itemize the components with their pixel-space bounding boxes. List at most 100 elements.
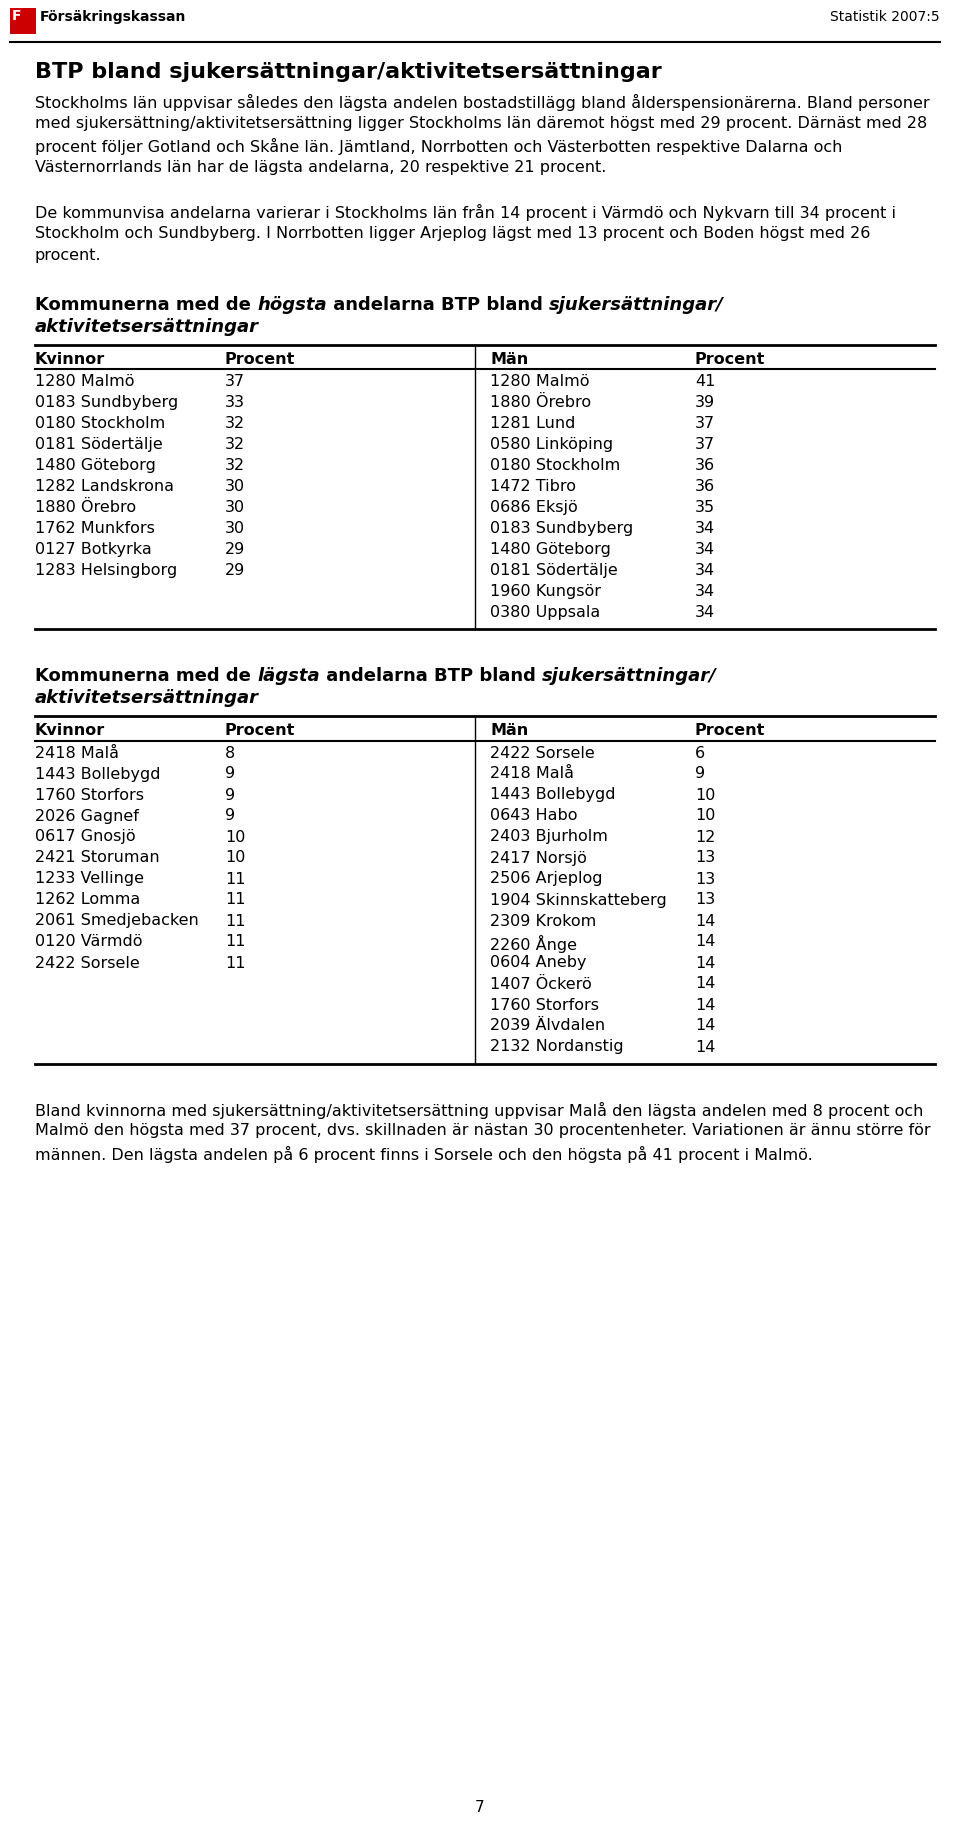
Text: 2039 Älvdalen: 2039 Älvdalen [490, 1019, 605, 1033]
Text: 0180 Stockholm: 0180 Stockholm [490, 459, 620, 474]
Text: 2260 Ånge: 2260 Ånge [490, 935, 577, 953]
Text: 1880 Örebro: 1880 Örebro [490, 395, 591, 410]
Text: Kvinnor: Kvinnor [35, 351, 106, 368]
Text: 32: 32 [225, 417, 245, 432]
Text: De kommunvisa andelarna varierar i Stockholms län från 14 procent i Värmdö och N: De kommunvisa andelarna varierar i Stock… [35, 205, 896, 221]
Text: Procent: Procent [695, 351, 765, 368]
Text: 37: 37 [695, 437, 715, 452]
Text: procent.: procent. [35, 249, 102, 263]
Text: 0127 Botkyrka: 0127 Botkyrka [35, 541, 152, 558]
Text: 11: 11 [225, 893, 246, 907]
Text: 36: 36 [695, 479, 715, 494]
Text: 0686 Eksjö: 0686 Eksjö [490, 501, 578, 516]
Text: 2026 Gagnef: 2026 Gagnef [35, 808, 139, 823]
Text: 14: 14 [695, 913, 715, 929]
Text: 0183 Sundbyberg: 0183 Sundbyberg [490, 521, 634, 536]
Text: 0580 Linköping: 0580 Linköping [490, 437, 613, 452]
Text: 1280 Malmö: 1280 Malmö [490, 375, 589, 390]
Text: 34: 34 [695, 605, 715, 620]
Text: Försäkringskassan: Försäkringskassan [40, 9, 186, 24]
Text: Procent: Procent [225, 722, 296, 739]
Text: 10: 10 [695, 788, 715, 803]
Text: 34: 34 [695, 563, 715, 578]
Text: Procent: Procent [695, 722, 765, 739]
Text: 32: 32 [225, 437, 245, 452]
Text: 36: 36 [695, 459, 715, 474]
Text: 0181 Södertälje: 0181 Södertälje [35, 437, 163, 452]
Text: F: F [12, 9, 21, 24]
Text: 1443 Bollebygd: 1443 Bollebygd [35, 766, 160, 781]
Text: 1283 Helsingborg: 1283 Helsingborg [35, 563, 178, 578]
Text: 0604 Aneby: 0604 Aneby [490, 955, 587, 971]
Text: 2418 Malå: 2418 Malå [35, 746, 119, 761]
Text: 1760 Storfors: 1760 Storfors [490, 997, 599, 1013]
Text: 0180 Stockholm: 0180 Stockholm [35, 417, 165, 432]
Text: 1262 Lomma: 1262 Lomma [35, 893, 140, 907]
Text: 0643 Habo: 0643 Habo [490, 808, 578, 823]
Text: 11: 11 [225, 871, 246, 887]
Text: Procent: Procent [225, 351, 296, 368]
Text: 1407 Öckerö: 1407 Öckerö [490, 977, 591, 991]
Text: sjukersättningar/: sjukersättningar/ [541, 668, 716, 686]
Text: Malmö den högsta med 37 procent, dvs. skillnaden är nästan 30 procentenheter. Va: Malmö den högsta med 37 procent, dvs. sk… [35, 1123, 930, 1138]
Text: 0120 Värmdö: 0120 Värmdö [35, 935, 142, 949]
Text: 14: 14 [695, 997, 715, 1013]
Text: Män: Män [490, 351, 528, 368]
Text: 0181 Södertälje: 0181 Södertälje [490, 563, 617, 578]
Text: BTP bland sjukersättningar/aktivitetsersättningar: BTP bland sjukersättningar/aktivitetsers… [35, 62, 661, 82]
Text: Kommunerna med de: Kommunerna med de [35, 668, 257, 686]
Text: 9: 9 [225, 808, 235, 823]
Text: med sjukersättning/aktivitetsersättning ligger Stockholms län däremot högst med : med sjukersättning/aktivitetsersättning … [35, 115, 927, 132]
Text: 1480 Göteborg: 1480 Göteborg [490, 541, 611, 558]
Text: 13: 13 [695, 871, 715, 887]
Text: Kvinnor: Kvinnor [35, 722, 106, 739]
Text: 1443 Bollebygd: 1443 Bollebygd [490, 788, 615, 803]
Text: 2417 Norsjö: 2417 Norsjö [490, 850, 587, 865]
Text: 14: 14 [695, 1039, 715, 1055]
Text: 32: 32 [225, 459, 245, 474]
Text: 1762 Munkfors: 1762 Munkfors [35, 521, 155, 536]
Bar [10, 7, 36, 35]
Text: 11: 11 [225, 955, 246, 971]
Text: 1282 Landskrona: 1282 Landskrona [35, 479, 174, 494]
Text: 12: 12 [695, 830, 715, 845]
Text: 11: 11 [225, 913, 246, 929]
Text: aktivitetsersättningar: aktivitetsersättningar [35, 690, 259, 708]
Text: 1904 Skinnskatteberg: 1904 Skinnskatteberg [490, 893, 667, 907]
Text: 2418 Malå: 2418 Malå [490, 766, 574, 781]
Text: 35: 35 [695, 501, 715, 516]
Text: 10: 10 [225, 850, 246, 865]
Text: Bland kvinnorna med sjukersättning/aktivitetsersättning uppvisar Malå den lägsta: Bland kvinnorna med sjukersättning/aktiv… [35, 1101, 924, 1119]
Text: Kommunerna med de: Kommunerna med de [35, 296, 257, 315]
Text: 2132 Nordanstig: 2132 Nordanstig [490, 1039, 624, 1055]
Text: Västernorrlands län har de lägsta andelarna, 20 respektive 21 procent.: Västernorrlands län har de lägsta andela… [35, 159, 607, 176]
Text: 37: 37 [695, 417, 715, 432]
Text: 1280 Malmö: 1280 Malmö [35, 375, 134, 390]
Text: 1960 Kungsör: 1960 Kungsör [490, 583, 601, 600]
Text: 8: 8 [225, 746, 235, 761]
Text: 14: 14 [695, 977, 715, 991]
Text: Stockholm och Sundbyberg. I Norrbotten ligger Arjeplog lägst med 13 procent och : Stockholm och Sundbyberg. I Norrbotten l… [35, 227, 871, 241]
Text: 34: 34 [695, 583, 715, 600]
Text: 2421 Storuman: 2421 Storuman [35, 850, 159, 865]
Text: 1880 Örebro: 1880 Örebro [35, 501, 136, 516]
Text: aktivitetsersättningar: aktivitetsersättningar [35, 318, 259, 337]
Text: 2422 Sorsele: 2422 Sorsele [35, 955, 140, 971]
Text: 34: 34 [695, 521, 715, 536]
Text: 30: 30 [225, 501, 245, 516]
Text: 0183 Sundbyberg: 0183 Sundbyberg [35, 395, 179, 410]
Text: 1760 Storfors: 1760 Storfors [35, 788, 144, 803]
Text: 14: 14 [695, 955, 715, 971]
Text: 1281 Lund: 1281 Lund [490, 417, 575, 432]
Text: 2422 Sorsele: 2422 Sorsele [490, 746, 595, 761]
Text: 2061 Smedjebacken: 2061 Smedjebacken [35, 913, 199, 929]
Text: andelarna BTP bland: andelarna BTP bland [320, 668, 541, 686]
Text: 9: 9 [225, 766, 235, 781]
Text: 7: 7 [475, 1800, 485, 1814]
Text: lägsta: lägsta [257, 668, 320, 686]
Text: 9: 9 [225, 788, 235, 803]
Text: 33: 33 [225, 395, 245, 410]
Text: 30: 30 [225, 479, 245, 494]
Text: 9: 9 [695, 766, 706, 781]
Text: 39: 39 [695, 395, 715, 410]
